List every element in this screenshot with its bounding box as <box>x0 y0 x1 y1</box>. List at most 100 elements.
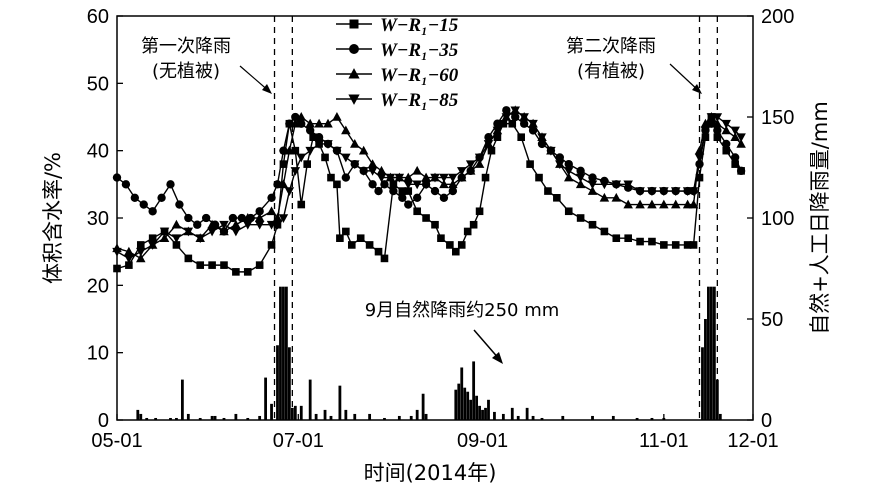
annotation-rain-1-sub: (无植被) <box>152 61 220 82</box>
rain-bar-6 <box>180 379 184 420</box>
annotation-rain-2-sub: (有植被) <box>577 61 645 82</box>
legend-marker-3 <box>348 94 360 105</box>
series-3-point-63 <box>712 113 723 122</box>
series-0-point-19 <box>303 160 312 168</box>
series-1-point-49 <box>528 126 538 135</box>
series-0-point-46 <box>487 146 496 155</box>
series-3-point-8 <box>207 227 217 237</box>
series-0-point-23 <box>327 173 335 182</box>
series-2-point-2 <box>136 253 146 263</box>
rain-bar-66 <box>707 286 710 420</box>
series-3-point-57 <box>670 187 681 197</box>
rain-bar-15 <box>264 377 267 420</box>
series-2-point-64 <box>721 125 732 135</box>
series-3-point-49 <box>575 173 586 183</box>
rain-bar-28 <box>329 415 333 420</box>
legend-marker-0 <box>349 19 359 29</box>
series-0-point-29 <box>365 241 374 249</box>
series-0-point-35 <box>413 207 421 216</box>
series-0-point-17 <box>291 146 300 155</box>
y-left-tick-label-1: 10 <box>87 343 109 365</box>
rain-bar-30 <box>344 409 348 420</box>
rain-bar-1 <box>139 413 143 420</box>
annotation-september-arrowhead <box>492 352 503 364</box>
annotation-rain-2-arrowhead <box>692 84 702 94</box>
x-tick-label-2: 09-01 <box>457 430 508 452</box>
series-1-point-4 <box>148 207 157 216</box>
series-3-point-45 <box>537 133 547 143</box>
series-2-point-16 <box>284 145 295 155</box>
series-2-point-65 <box>730 132 740 141</box>
series-0-point-15 <box>279 160 288 168</box>
series-1-point-55 <box>588 173 597 182</box>
rain-bar-46 <box>475 395 479 420</box>
rain-bar-38 <box>424 413 428 420</box>
series-0-point-22 <box>321 153 329 162</box>
rain-bar-18 <box>279 286 282 420</box>
series-2-point-56 <box>659 199 669 209</box>
rain-bar-19 <box>282 286 285 420</box>
series-2-point-1 <box>124 246 134 256</box>
series-2-point-52 <box>611 192 622 202</box>
series-0-point-10 <box>232 268 240 276</box>
rain-bar-60 <box>611 415 615 420</box>
rain-bar-4 <box>169 417 172 420</box>
x-tick-label-0: 05-01 <box>91 430 142 452</box>
rain-bar-37 <box>421 393 425 420</box>
y-right-tick-label-1: 50 <box>761 309 783 331</box>
series-1-point-71 <box>736 166 746 176</box>
series-2-point-49 <box>575 179 586 189</box>
rain-bar-59 <box>591 415 594 420</box>
series-0-point-30 <box>374 247 383 256</box>
series-3-point-14 <box>272 220 283 230</box>
series-3-point-37 <box>465 160 476 170</box>
series-0-point-60 <box>624 234 632 242</box>
series-0-point-1 <box>125 261 133 269</box>
annotation-rain-2-title: 第二次降雨 <box>566 36 656 57</box>
rain-bar-11 <box>222 417 226 420</box>
series-1-point-3 <box>139 200 148 209</box>
x-tick-label-1: 07-01 <box>273 430 324 452</box>
series-0-point-27 <box>347 241 356 249</box>
series-0-point-45 <box>481 173 490 182</box>
series-1-point-21 <box>291 112 300 122</box>
series-1-point-10 <box>201 213 211 223</box>
series-2-point-27 <box>376 165 387 175</box>
series-1-point-47 <box>511 112 520 122</box>
series-1-point-31 <box>374 186 383 196</box>
legend-label-2: W−R₁−60 <box>380 65 459 86</box>
series-3-point-62 <box>706 113 717 122</box>
series-3-point-22 <box>332 146 342 156</box>
series-0-point-48 <box>499 119 508 128</box>
series-2-point-37 <box>465 165 476 175</box>
series-2-point-35 <box>448 179 458 189</box>
series-2-point-24 <box>350 138 360 148</box>
series-2-point-54 <box>635 199 645 209</box>
series-3-point-44 <box>528 119 538 129</box>
series-1-point-9 <box>193 220 202 229</box>
rain-bar-44 <box>469 399 473 420</box>
series-3-point-15 <box>278 214 289 223</box>
series-2-point-66 <box>736 138 746 148</box>
annotation-rain-1-arrowhead <box>262 84 272 94</box>
series-0-point-65 <box>683 241 692 249</box>
series-0-point-44 <box>475 207 484 216</box>
series-0-point-41 <box>457 241 466 249</box>
series-2-point-50 <box>587 186 598 195</box>
series-0-point-6 <box>184 254 193 263</box>
series-3-point-43 <box>519 113 529 122</box>
series-2-point-14 <box>272 213 283 222</box>
rain-bar-36 <box>415 409 419 420</box>
legend-label-0: W−R₁−15 <box>380 15 459 36</box>
rain-bar-7 <box>186 413 190 420</box>
series-3-point-12 <box>254 220 265 230</box>
series-0-point-47 <box>493 133 502 141</box>
series-0-point-5 <box>172 241 181 249</box>
series-1-point-34 <box>398 193 407 202</box>
rain-bar-34 <box>397 415 401 420</box>
series-3-point-19 <box>305 146 315 156</box>
series-0-point-70 <box>713 133 722 141</box>
series-3-point-58 <box>682 187 693 197</box>
series-3-point-46 <box>546 146 556 156</box>
